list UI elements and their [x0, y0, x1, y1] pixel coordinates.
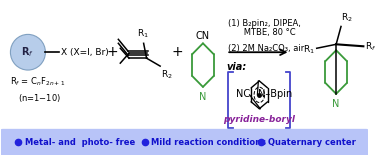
Text: +: + [172, 45, 183, 59]
Text: N–Bpin: N–Bpin [259, 89, 293, 99]
Text: NC: NC [236, 89, 250, 99]
Text: R$_f$: R$_f$ [22, 45, 34, 59]
Text: (1) B₂pin₂, DIPEA,: (1) B₂pin₂, DIPEA, [228, 19, 301, 28]
Text: pyridine-boryl: pyridine-boryl [223, 115, 295, 124]
Text: radicals: radicals [239, 132, 279, 141]
Text: R$_f$: R$_f$ [365, 40, 377, 53]
Text: MTBE, 80 °C: MTBE, 80 °C [228, 28, 296, 37]
Text: X (X=I, Br): X (X=I, Br) [61, 48, 109, 57]
Text: R$_2$: R$_2$ [161, 68, 173, 81]
Text: +: + [107, 45, 118, 59]
Text: CN: CN [196, 31, 210, 41]
FancyBboxPatch shape [1, 129, 368, 155]
Text: R$_f$ = C$_n$F$_{2n+1}$: R$_f$ = C$_n$F$_{2n+1}$ [11, 76, 65, 88]
Circle shape [11, 34, 45, 70]
Text: R$_1$: R$_1$ [303, 43, 315, 56]
Text: via:: via: [226, 62, 246, 72]
Text: N: N [333, 99, 340, 109]
Text: (2) 2M Na₂CO₃, air: (2) 2M Na₂CO₃, air [228, 44, 304, 53]
Text: N: N [199, 92, 207, 102]
Text: R$_2$: R$_2$ [341, 12, 353, 24]
Text: Mild reaction conditions: Mild reaction conditions [152, 138, 266, 147]
Text: Metal- and  photo- free: Metal- and photo- free [25, 138, 135, 147]
Text: R$_1$: R$_1$ [137, 28, 149, 40]
Text: (n=1$-$10): (n=1$-$10) [18, 92, 61, 104]
Text: Quaternary center: Quaternary center [268, 138, 356, 147]
